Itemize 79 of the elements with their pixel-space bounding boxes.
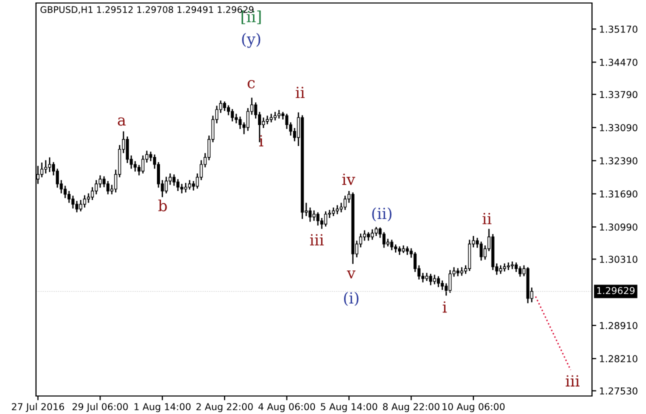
candlestick <box>68 190 71 204</box>
x-tick-label: 10 Aug 06:00 <box>442 403 505 412</box>
candlestick <box>83 194 86 208</box>
candlestick <box>106 180 110 195</box>
candlestick <box>184 182 188 194</box>
candlestick <box>436 276 440 288</box>
candlestick <box>79 199 82 212</box>
y-tick-label: 1.28210 <box>600 355 638 362</box>
annotation: v <box>346 270 356 278</box>
candlestick <box>48 156 52 173</box>
annotation: i <box>442 301 447 313</box>
x-tick-label: 4 Aug 06:00 <box>258 403 315 412</box>
candlestick <box>316 212 320 226</box>
y-tick-label: 1.34470 <box>600 58 638 66</box>
annotation: (y) <box>242 32 260 48</box>
x-tick-label: 27 Jul 2016 <box>12 402 64 412</box>
candlestick <box>340 202 343 213</box>
y-tick-label: 1.32390 <box>600 157 638 164</box>
candlestick <box>40 162 44 178</box>
candlestick <box>75 200 78 213</box>
candlestick <box>480 241 483 262</box>
x-tick-label: 8 Aug 22:00 <box>383 403 440 412</box>
candlestick <box>141 154 144 174</box>
y-tick-label: 1.30310 <box>600 256 638 263</box>
y-tick-label: 1.33090 <box>600 124 638 132</box>
annotation: (ii) <box>372 207 392 222</box>
candlestick <box>102 176 106 188</box>
candlestick <box>514 262 518 273</box>
annotation: iv <box>342 174 356 185</box>
candlestick <box>238 116 242 130</box>
candlestick <box>324 210 328 228</box>
candlestick <box>262 116 265 129</box>
candlestick <box>448 269 452 294</box>
candlestick <box>192 180 195 192</box>
candlestick <box>71 195 74 210</box>
candlestick <box>188 179 192 190</box>
candlestick <box>164 176 168 194</box>
annotation: b <box>158 200 167 212</box>
annotation: ii <box>482 212 492 224</box>
candlestick <box>149 151 152 162</box>
annotation: c <box>248 80 255 88</box>
x-tick-label: 5 Aug 14:00 <box>320 403 378 412</box>
candlestick <box>433 274 436 285</box>
x-tick-label: 29 Jul 06:00 <box>72 402 128 412</box>
candlestick <box>421 272 424 283</box>
candlestick <box>308 206 312 222</box>
candlestick <box>344 195 347 211</box>
candlestick <box>518 266 522 278</box>
candlestick <box>94 179 98 195</box>
candlestick <box>312 210 316 222</box>
y-tick-label: 1.31690 <box>600 190 638 198</box>
candlestick <box>86 192 90 204</box>
annotation: iii <box>310 234 324 246</box>
annotation: a <box>118 117 126 126</box>
y-tick-label: 1.30990 <box>600 224 638 231</box>
y-tick-label: 1.28910 <box>600 322 638 330</box>
candlestick <box>44 160 48 174</box>
candlestick <box>429 273 432 286</box>
y-tick-label: 1.35170 <box>600 26 638 33</box>
candlestick <box>510 260 514 270</box>
annotation: i <box>259 135 264 146</box>
candlestick <box>414 251 417 273</box>
ref-line-label: 1.29629 <box>597 287 635 294</box>
annotation: ii <box>296 86 305 98</box>
y-tick-label: 1.33790 <box>600 90 638 98</box>
candlestick <box>180 183 184 194</box>
x-tick-label: 2 Aug 22:00 <box>196 403 253 412</box>
y-tick-label: 1.27530 <box>600 387 638 395</box>
candlestick <box>382 232 386 248</box>
candlestick <box>230 108 234 122</box>
x-tick-label: 1 Aug 14:00 <box>134 403 191 412</box>
candlestick <box>320 217 324 230</box>
candlestick <box>390 239 394 251</box>
candlestick <box>370 228 374 240</box>
annotation: iii <box>566 375 580 386</box>
candlestick <box>176 178 180 192</box>
candlestick <box>223 100 226 112</box>
candlestick <box>172 174 176 186</box>
annotation: (i) <box>344 292 358 306</box>
